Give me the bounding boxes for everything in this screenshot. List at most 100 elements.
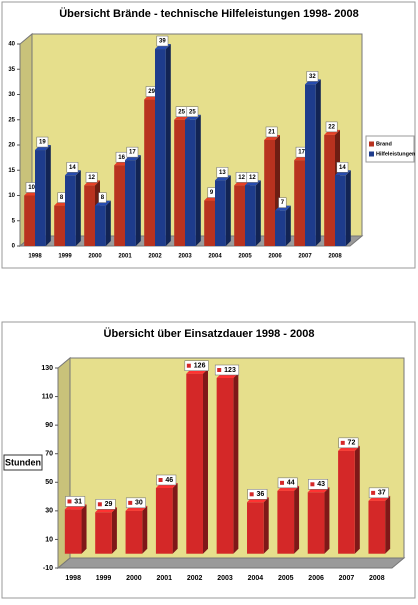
value-label: 39 — [159, 39, 166, 45]
bar — [95, 205, 106, 246]
bar — [277, 490, 295, 554]
value-label: 32 — [309, 74, 316, 80]
x-tick-label: 2000 — [88, 254, 102, 260]
plot-floor — [56, 557, 406, 569]
x-tick-label: 2001 — [118, 254, 132, 260]
bar — [114, 165, 125, 246]
value-label: 12 — [238, 175, 245, 181]
bar — [54, 205, 65, 246]
bar — [368, 500, 386, 554]
bar — [24, 195, 35, 246]
value-label: 13 — [219, 170, 226, 176]
value-label: 9 — [210, 190, 214, 196]
x-tick-label: 2004 — [248, 575, 264, 582]
y-tick-label: 0 — [12, 244, 16, 250]
x-tick-label: 1998 — [65, 575, 81, 582]
bar — [307, 492, 325, 554]
value-label-box — [368, 487, 389, 499]
value-label: 21 — [268, 130, 275, 136]
y-label: Stunden — [5, 457, 41, 467]
x-tick-label: 2005 — [238, 254, 252, 260]
value-label-box — [214, 364, 240, 376]
value-label-box — [184, 360, 209, 371]
chart-title: Übersicht über Einsatzdauer 1998 - 2008 — [104, 327, 315, 340]
value-label: 123 — [224, 367, 236, 374]
bar — [95, 512, 112, 554]
bar — [186, 373, 203, 554]
bar-side — [165, 44, 171, 246]
x-tick-label: 2006 — [308, 575, 324, 582]
value-label: 36 — [256, 491, 264, 498]
legend-box — [365, 135, 415, 163]
value-label: 43 — [317, 481, 325, 488]
value-label-box — [186, 106, 199, 117]
value-label: 22 — [328, 124, 335, 130]
y-tick-label: 20 — [8, 143, 15, 149]
bar — [335, 175, 346, 246]
value-label-box — [308, 479, 329, 490]
value-label: 8 — [101, 195, 105, 201]
legend-label: Brand — [376, 141, 392, 147]
value-label: 10 — [28, 185, 35, 191]
value-label: 44 — [287, 480, 295, 487]
y-tick-label: 15 — [8, 168, 15, 174]
value-label-key — [186, 363, 191, 368]
value-label-box — [265, 126, 278, 138]
value-label: 16 — [118, 155, 125, 161]
value-label-box — [156, 35, 169, 47]
bar-side — [172, 483, 178, 554]
bar-side — [255, 180, 261, 246]
value-label-box — [98, 192, 107, 203]
y-label-box — [3, 454, 43, 471]
value-label-box — [66, 162, 79, 173]
bar-side — [225, 175, 231, 246]
bar-side — [385, 495, 391, 554]
value-label: 12 — [249, 175, 256, 181]
value-label-box — [278, 197, 287, 208]
value-label: 8 — [60, 195, 64, 201]
value-label-box — [306, 71, 319, 82]
value-label-box — [126, 146, 139, 158]
bar-side — [354, 445, 360, 554]
value-label: 12 — [88, 175, 95, 181]
x-tick-label: 2007 — [298, 254, 312, 260]
value-label: 31 — [74, 498, 82, 505]
y-tick-label: 10 — [8, 193, 15, 199]
value-label-box — [325, 121, 338, 133]
value-label-box — [65, 496, 86, 507]
bar-side — [315, 79, 321, 247]
x-tick-label: 2000 — [126, 575, 142, 582]
bar-side — [233, 373, 239, 554]
value-label-key — [128, 500, 133, 505]
value-label-key — [371, 490, 376, 495]
value-label: 7 — [281, 200, 285, 206]
bar-side — [142, 505, 148, 554]
x-tick-label: 1999 — [58, 254, 72, 260]
value-label-box — [156, 474, 177, 486]
value-label-box — [85, 172, 98, 183]
bar — [64, 509, 82, 554]
value-label: 46 — [165, 477, 173, 484]
bar — [247, 502, 264, 554]
y-tick-label: 25 — [8, 117, 15, 123]
y-tick-label: 10 — [45, 536, 53, 543]
bar — [174, 119, 185, 246]
bar — [338, 450, 355, 554]
bar — [144, 99, 155, 246]
x-tick-label: 2003 — [178, 254, 192, 260]
bar-side — [135, 155, 141, 246]
x-tick-label: 2003 — [217, 575, 233, 582]
value-label-box — [338, 437, 359, 449]
x-tick-label: 2008 — [328, 254, 342, 260]
bar — [245, 185, 256, 246]
bar-side — [111, 507, 117, 554]
bar-side — [345, 170, 351, 246]
value-label: 30 — [135, 500, 143, 507]
value-label-key — [217, 368, 222, 372]
value-label: 72 — [348, 440, 356, 447]
bar — [234, 185, 245, 246]
value-label: 29 — [105, 501, 113, 508]
bar — [216, 378, 234, 554]
value-label-key — [249, 492, 254, 497]
